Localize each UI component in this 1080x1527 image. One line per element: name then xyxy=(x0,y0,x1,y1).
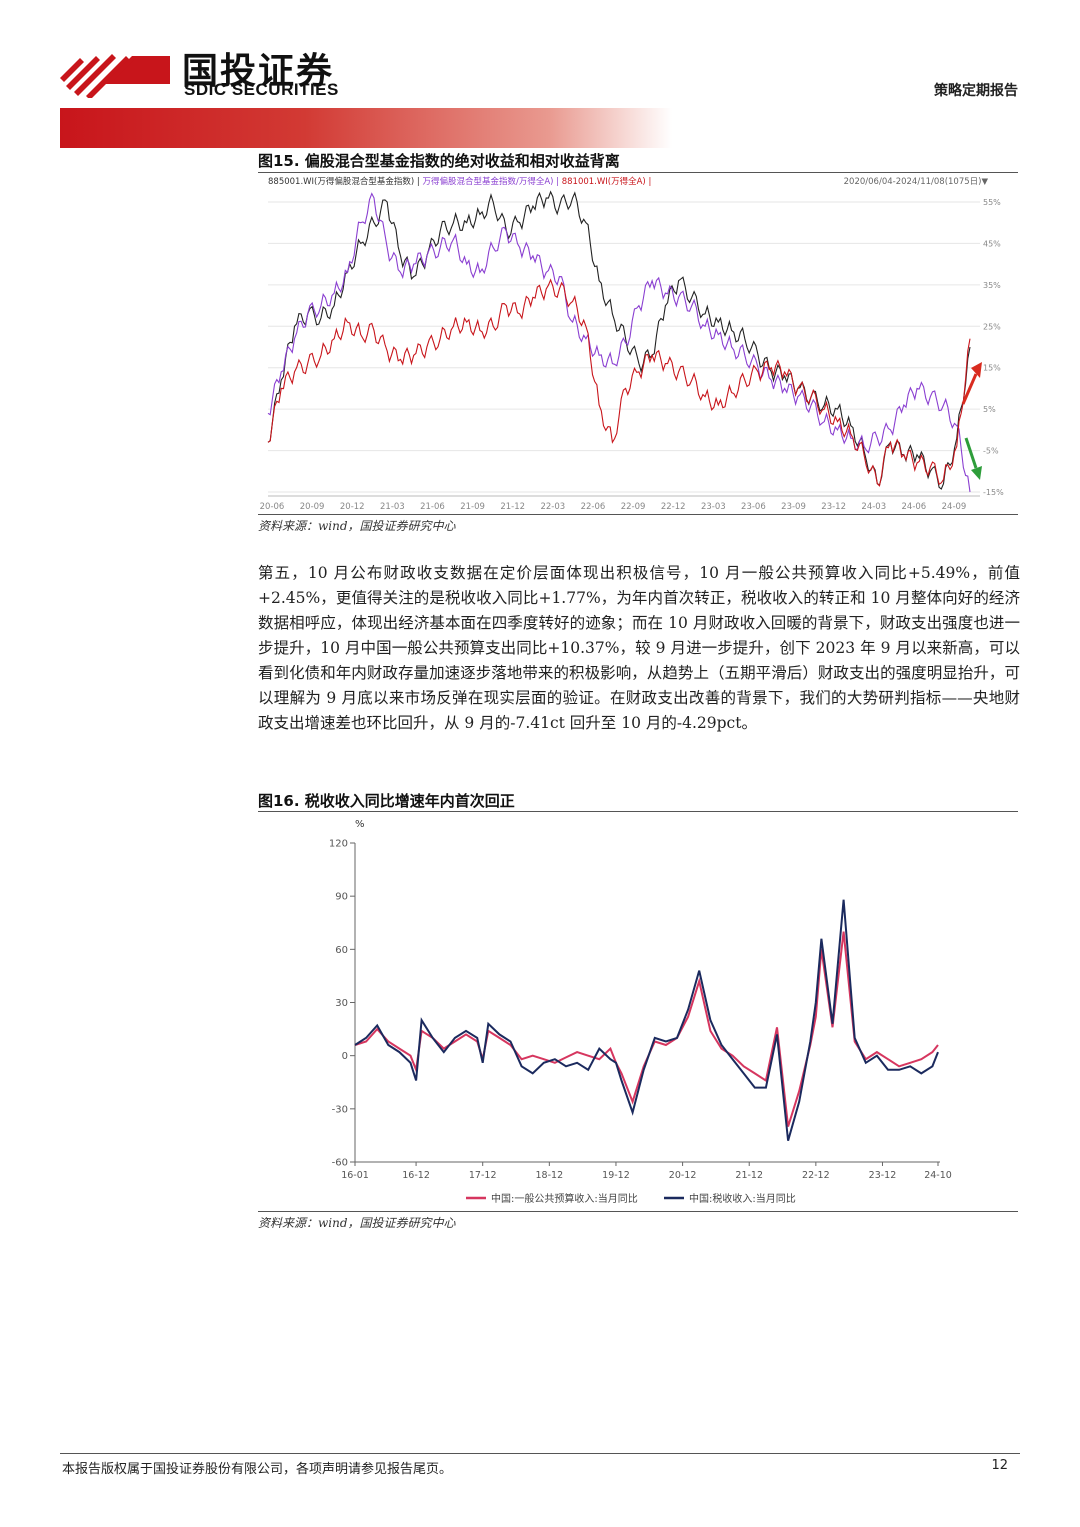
figure16-x-tick-label: 22-12 xyxy=(802,1170,830,1181)
figure15-series-line xyxy=(267,192,971,493)
figure16-y-tick-label: 90 xyxy=(335,892,348,903)
figure16-x-tick-label: 23-12 xyxy=(869,1170,897,1181)
figure15-x-tick-label: 21-06 xyxy=(420,502,445,512)
figure15-x-tick-label: 21-03 xyxy=(380,502,405,512)
figure15-x-tick-label: 23-06 xyxy=(741,502,766,512)
figure15-x-tick-label: 22-09 xyxy=(621,502,646,512)
figure15-legend-part: 885001.WI(万得偏股混合型基金指数) | xyxy=(268,176,420,187)
footer-copyright: 本报告版权属于国投证券股份有限公司，各项声明请参见报告尾页。 xyxy=(62,1462,453,1477)
figure15-y-tick-label: 5% xyxy=(983,405,996,414)
figure15-y-tick-label: -5% xyxy=(983,447,999,456)
figure16-series-line xyxy=(354,931,939,1127)
figure15-x-tick-label: 24-09 xyxy=(942,502,967,512)
figure15-chart: 885001.WI(万得偏股混合型基金指数) | 万得偏股混合型基金指数/万得全… xyxy=(260,176,1004,512)
figure15-legend-part: 万得偏股混合型基金指数/万得全A) | xyxy=(420,176,559,187)
figure15-date-range: 2020/06/04-2024/11/08(1075日)▼ xyxy=(844,177,989,187)
figure15-x-tick-label: 22-06 xyxy=(581,502,606,512)
figure15-series xyxy=(267,190,971,493)
figure16-y-ticks: 120 90 60 30 0 -30 -60 xyxy=(329,839,355,1169)
figure16-x-tick-label: 19-12 xyxy=(602,1170,630,1181)
figure16-x-tick-label: 18-12 xyxy=(536,1170,564,1181)
footer-rule xyxy=(60,1453,1020,1454)
figure16-x-tick-label: 24-10 xyxy=(924,1170,952,1181)
figure15-legend: 885001.WI(万得偏股混合型基金指数) | 万得偏股混合型基金指数/万得全… xyxy=(268,176,651,187)
figure16-title: 图16. 税收收入同比增速年内首次回正 xyxy=(258,792,515,810)
figure15-grid xyxy=(268,201,980,497)
figure16-y-tick-label: 120 xyxy=(329,839,348,850)
figure15-x-tick-label: 23-09 xyxy=(781,502,806,512)
figure15-x-tick-label: 22-03 xyxy=(540,502,565,512)
figure16-y-tick-label: -30 xyxy=(332,1104,348,1115)
figure16-y-tick-label: 60 xyxy=(335,945,348,956)
figure16-legend-label: 中国:一般公共预算收入:当月同比 xyxy=(491,1192,638,1205)
figure16-x-tick-label: 16-01 xyxy=(341,1170,369,1181)
figure15-y-tick-label: 25% xyxy=(983,322,1001,331)
figure15-x-tick-label: 21-12 xyxy=(500,502,525,512)
brand-logo xyxy=(60,54,170,98)
figure15-x-tick-label: 24-03 xyxy=(861,502,886,512)
figure15-bottom-rule xyxy=(258,514,1018,515)
figure15-x-tick-label: 22-12 xyxy=(661,502,686,512)
figure15-x-tick-label: 23-03 xyxy=(701,502,726,512)
figure15-arrows xyxy=(961,362,982,480)
figure15-x-tick-label: 20-06 xyxy=(260,502,285,512)
figure15-series-line xyxy=(267,190,971,490)
figure16-y-tick-label: 30 xyxy=(335,998,348,1009)
figure15-legend-part: 881001.WI(万得全A) | xyxy=(559,176,651,187)
header-gradient-band xyxy=(60,108,672,148)
figure15-y-tick-label: -15% xyxy=(983,488,1004,497)
figure16-legend-label: 中国:税收收入:当月同比 xyxy=(689,1192,796,1205)
figure16-y-tick-label: -60 xyxy=(332,1158,348,1169)
figure15-up-arrow-shaft xyxy=(961,373,978,405)
figure15-x-ticks: 20-06 20-09 20-12 21-03 21-06 21-09 21-12 22-03… xyxy=(260,502,967,512)
figure15-source: 资料来源：wind，国投证券研究中心 xyxy=(258,519,456,533)
figure15-y-tick-label: 55% xyxy=(983,198,1001,207)
brand-name-en: SDIC SECURITIES xyxy=(184,80,339,99)
figure15-series-line xyxy=(267,278,971,487)
figure16-bottom-rule xyxy=(258,1211,1018,1212)
brand-name-cn: 国投证券 xyxy=(182,51,335,92)
figure16-series xyxy=(354,899,939,1141)
figure15-x-tick-label: 23-12 xyxy=(821,502,846,512)
figure15-y-tick-label: 15% xyxy=(983,364,1001,373)
figure15-y-tick-label: 45% xyxy=(983,239,1001,248)
figure16-y-tick-label: 0 xyxy=(342,1051,348,1062)
figure15-y-tick-label: 35% xyxy=(983,281,1001,290)
figure16-x-tick-label: 17-12 xyxy=(469,1170,497,1181)
figure16-x-tick-label: 16-12 xyxy=(402,1170,430,1181)
figure15-top-rule xyxy=(258,172,1018,173)
figure16-source: 资料来源：wind，国投证券研究中心 xyxy=(258,1216,456,1230)
figure15-y-ticks: 55% 45% 35% 25% 15% 5% -5% -15% xyxy=(983,198,1004,497)
page-number: 12 xyxy=(991,1458,1008,1473)
figure16-x-tick-label: 20-12 xyxy=(669,1170,697,1181)
figure15-x-tick-label: 21-09 xyxy=(460,502,485,512)
report-type-label: 策略定期报告 xyxy=(934,83,1018,99)
figure15-x-tick-label: 20-09 xyxy=(300,502,325,512)
figure15-up-arrow-head xyxy=(971,362,982,378)
figure15-x-tick-label: 24-06 xyxy=(902,502,927,512)
body-paragraph: 第五，10 月公布财政收支数据在定价层面体现出积极信号，10 月一般公共预算收入… xyxy=(258,564,1020,732)
figure15-x-tick-label: 20-12 xyxy=(340,502,365,512)
figure15-title: 图15. 偏股混合型基金指数的绝对收益和相对收益背离 xyxy=(258,152,620,170)
figure15-down-arrow-shaft xyxy=(964,437,978,469)
figure16-legend: 中国:一般公共预算收入:当月同比 中国:税收收入:当月同比 xyxy=(466,1192,796,1205)
figure16-top-rule xyxy=(258,811,1018,812)
figure16-series-line xyxy=(354,899,939,1141)
figure16-y-unit: % xyxy=(355,819,365,830)
figure16-x-ticks: 16-01 16-12 17-12 18-12 19-12 20-12 21-12 22-12… xyxy=(341,1162,952,1181)
figure16-x-tick-label: 21-12 xyxy=(735,1170,763,1181)
figure15-down-arrow-head xyxy=(971,466,982,480)
